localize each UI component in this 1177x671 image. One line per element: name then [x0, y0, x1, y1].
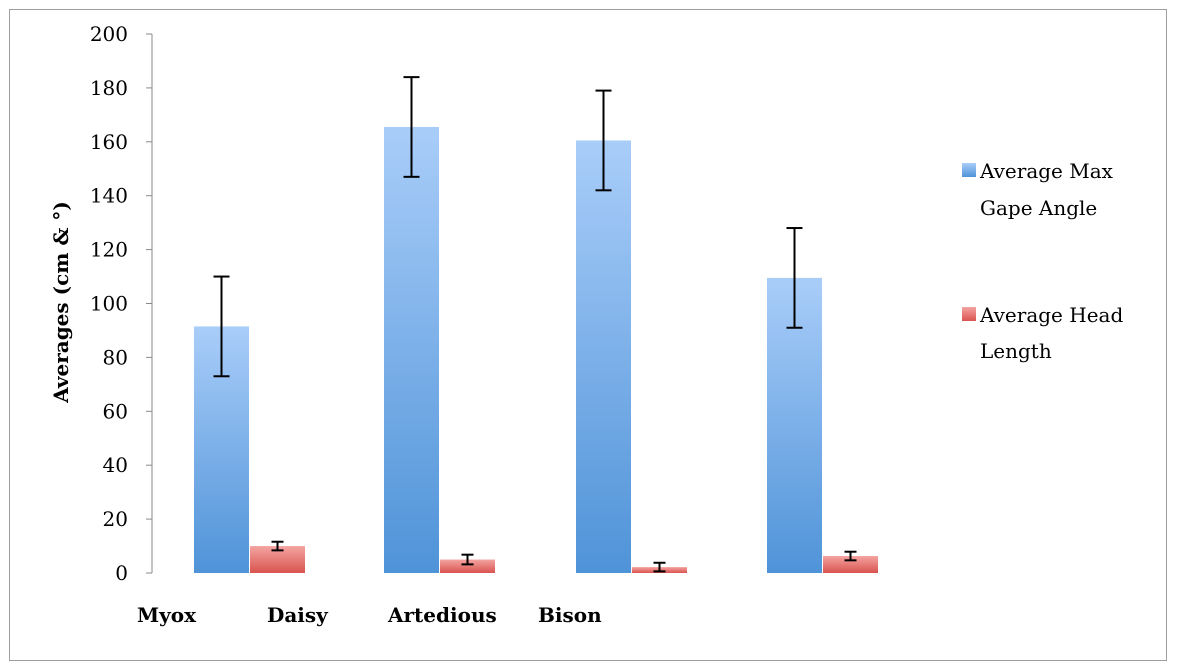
y-tick-label-3: 60	[103, 399, 128, 423]
legend-swatch-head-length	[962, 307, 976, 321]
y-tick-label-7: 140	[90, 184, 128, 208]
error-bars	[213, 76, 857, 573]
y-tick-label-6: 120	[90, 238, 128, 262]
y-tick-label-9: 180	[90, 76, 128, 100]
y-axis: 0 20 40 60 80 100 120 140 160 180 200	[90, 22, 153, 585]
legend-swatch-max-gape	[962, 163, 976, 177]
category-label-3: Bison	[538, 603, 602, 627]
y-tick-label-10: 200	[90, 22, 128, 46]
y-tick-label-0: 0	[115, 561, 128, 585]
category-labels: Myox Daisy Artedious Bison	[137, 603, 602, 627]
y-tick-label-1: 20	[103, 507, 128, 531]
bars	[194, 126, 878, 573]
bar-series1-3	[823, 556, 878, 573]
legend-label-max-gape-line1: Average Max	[979, 159, 1114, 183]
y-tick-label-5: 100	[90, 292, 128, 316]
category-label-2: Artedious	[387, 603, 497, 627]
y-axis-label: Averages (cm & °)	[49, 201, 73, 404]
bar-series0-1	[384, 126, 439, 573]
y-tick-label-8: 160	[90, 130, 128, 154]
category-label-1: Daisy	[267, 603, 329, 627]
legend-label-max-gape-line2: Gape Angle	[980, 196, 1097, 220]
legend-item-head-length: Average Head Length	[962, 303, 1123, 363]
bar-series0-2	[576, 140, 631, 573]
legend-label-head-length-line2: Length	[980, 339, 1052, 363]
category-label-0: Myox	[137, 603, 197, 627]
legend: Average Max Gape Angle Average Head Leng…	[962, 159, 1123, 363]
bar-series1-1	[440, 559, 495, 573]
y-tick-label-2: 40	[103, 453, 128, 477]
legend-item-max-gape: Average Max Gape Angle	[962, 159, 1114, 220]
y-tick-label-4: 80	[103, 345, 128, 369]
legend-label-head-length-line1: Average Head	[979, 303, 1123, 327]
